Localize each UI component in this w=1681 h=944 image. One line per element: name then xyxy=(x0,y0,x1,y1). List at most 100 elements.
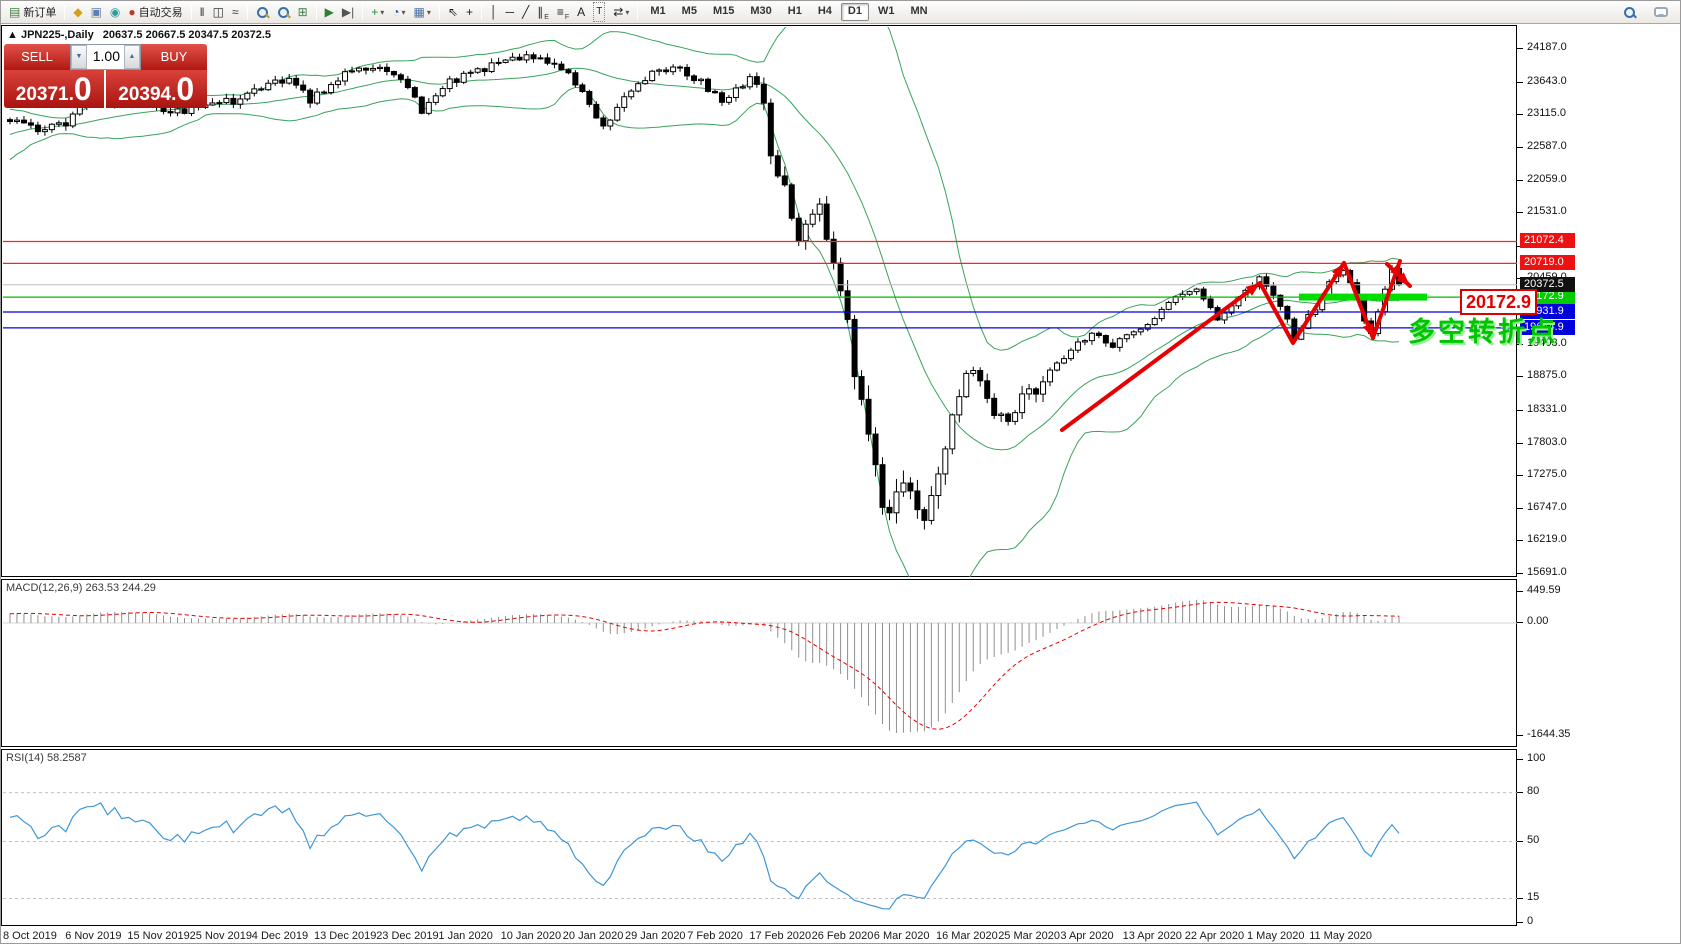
timeframe-H1[interactable]: H1 xyxy=(787,5,802,17)
support-zone-bar[interactable] xyxy=(1299,293,1427,301)
time-axis-label: 22 Apr 2020 xyxy=(1184,930,1245,942)
time-axis-label: 25 Nov 2019 xyxy=(189,930,252,942)
main-chart-pane[interactable]: ▲ JPN225-,Daily 20637.5 20667.5 20347.5 … xyxy=(1,25,1555,578)
time-axis[interactable]: 8 Oct 2019 6 Nov 2019 15 Nov 2019 25 Nov 20… xyxy=(1,927,1517,943)
ohlc-values: 20637.5 20667.5 20347.5 20372.5 xyxy=(102,29,271,41)
time-axis-label: 7 Feb 2020 xyxy=(687,930,743,942)
price-chart-canvas[interactable] xyxy=(2,26,1518,578)
metaeditor-button[interactable]: ◆ xyxy=(69,2,86,22)
zoom-in-icon xyxy=(256,6,269,19)
rsi-canvas[interactable] xyxy=(2,750,1518,927)
periods-button[interactable]: ◔ ▾ xyxy=(388,2,409,22)
current-price-label: 20372.5 xyxy=(1520,276,1575,292)
arrows-button[interactable]: ⇄ ▾ xyxy=(609,2,633,22)
time-axis-label: 8 Oct 2019 xyxy=(3,930,57,942)
dropdown-caret-icon[interactable]: ▾ xyxy=(380,7,385,17)
sell-price[interactable]: 20371. 0 xyxy=(4,70,106,108)
autotrading-button[interactable]: ● 自动交易 xyxy=(124,2,186,22)
dropdown-caret-icon[interactable]: ▾ xyxy=(426,7,431,17)
text-button[interactable]: A xyxy=(573,2,589,22)
volume-decrease-button[interactable]: ▼ xyxy=(71,45,87,69)
templates-icon: ▦ xyxy=(413,5,425,19)
axis-tick xyxy=(1517,48,1523,49)
auto-scroll-button[interactable]: ▶ xyxy=(321,2,338,22)
new-order-button-label: 新订单 xyxy=(23,7,57,19)
timeframe-M30[interactable]: M30 xyxy=(750,5,772,17)
terminal-button[interactable]: ▣ xyxy=(87,2,106,22)
crosshair-button[interactable]: + xyxy=(462,2,477,22)
cursor-button[interactable]: ⇖ xyxy=(444,2,462,22)
timeframe-MN[interactable]: MN xyxy=(910,5,928,17)
templates-button[interactable]: ▦ ▾ xyxy=(410,2,435,22)
candlestick-chart-button[interactable]: ◫ xyxy=(209,2,228,22)
new-order-button[interactable]: ▤ 新订单 xyxy=(5,2,60,22)
axis-tick xyxy=(1517,897,1523,899)
rsi-pane[interactable]: RSI(14) 58.2587 xyxy=(1,749,1517,926)
axis-tick-label: 22587.0 xyxy=(1527,139,1567,152)
zoom-out-button[interactable] xyxy=(273,2,294,22)
turning-point-annotation[interactable]: 多空转折点 xyxy=(1408,317,1558,347)
chart-shift-button[interactable]: ▶| xyxy=(338,2,358,22)
buy-button[interactable]: BUY xyxy=(141,44,207,70)
volume-input[interactable]: 1.00 xyxy=(92,48,120,64)
line-chart-button[interactable]: ≈ xyxy=(228,2,243,22)
timeframe-M15[interactable]: M15 xyxy=(712,5,735,17)
trendline-button[interactable]: ╱ xyxy=(518,2,533,22)
search-button[interactable] xyxy=(1619,2,1640,22)
equidistant-channel-button[interactable]: ∥ E xyxy=(537,5,549,21)
trendline-icon: ╱ xyxy=(521,5,530,19)
horizontal-line-button[interactable]: ─ xyxy=(501,2,518,22)
trend-arrow-line[interactable] xyxy=(1258,261,1346,345)
signals-icon: ◉ xyxy=(109,5,121,19)
time-axis-label: 10 Jan 2020 xyxy=(500,930,562,942)
price-level-label[interactable]: 19674.9 xyxy=(1520,319,1575,335)
fibonacci-icon: ≡ xyxy=(556,5,564,19)
zoom-in-button[interactable] xyxy=(252,2,273,22)
indicators-button[interactable]: + ▾ xyxy=(367,2,388,22)
price-axis[interactable]: 24187.0 23643.0 23115.0 22587.0 22059.0 21531… xyxy=(1517,25,1680,927)
time-axis-label: 1 Jan 2020 xyxy=(438,930,493,942)
dropdown-caret-icon[interactable]: ▾ xyxy=(625,7,630,17)
signals-button[interactable]: ◉ xyxy=(106,2,124,22)
price-level-label[interactable]: 20719.0 xyxy=(1520,255,1575,271)
collapse-icon[interactable]: ▲ xyxy=(7,29,18,41)
axis-tick xyxy=(1517,922,1523,923)
rsi-axis-label: 15 xyxy=(1527,890,1540,903)
bar-chart-button[interactable]: ‖ xyxy=(196,2,209,22)
macd-pane[interactable]: MACD(12,26,9) 263.53 244.29 xyxy=(1,579,1517,747)
time-axis-label: 16 Mar 2020 xyxy=(936,930,998,942)
axis-tick xyxy=(1517,114,1523,116)
trend-arrow-line[interactable] xyxy=(1060,281,1262,432)
chart-shift-icon: ▶| xyxy=(341,5,355,19)
axis-tick xyxy=(1517,591,1523,593)
toolbar-separator xyxy=(480,4,482,20)
price-level-label[interactable]: 21072.4 xyxy=(1520,233,1575,249)
timeframe-M5[interactable]: M5 xyxy=(681,5,697,17)
axis-tick-label: 24187.0 xyxy=(1527,41,1567,53)
axis-tick-label: 16219.0 xyxy=(1527,533,1567,546)
text-label-icon: T xyxy=(593,2,606,22)
price-annotation-tag[interactable]: 20172.9 xyxy=(1460,289,1538,315)
tile-windows-button[interactable]: ⊞ xyxy=(294,2,312,22)
timeframe-H4[interactable]: H4 xyxy=(817,5,832,17)
fibonacci-button[interactable]: ≡ F xyxy=(556,5,570,21)
macd-canvas[interactable] xyxy=(2,580,1518,748)
timeframe-W1[interactable]: W1 xyxy=(877,5,895,17)
chat-button[interactable] xyxy=(1650,2,1672,22)
vertical-line-icon: │ xyxy=(489,5,498,19)
text-label-button[interactable]: T xyxy=(589,2,609,22)
axis-tick xyxy=(1517,343,1523,345)
dropdown-caret-icon[interactable]: ▾ xyxy=(401,7,406,17)
timeframe-bar: M1 M5 M15 M30 H1 H4 D1 W1 MN xyxy=(642,3,935,21)
timeframe-D1[interactable]: D1 xyxy=(840,3,869,21)
tile-windows-icon: ⊞ xyxy=(297,5,308,19)
volume-increase-button[interactable]: ▲ xyxy=(124,45,140,69)
sell-button[interactable]: SELL xyxy=(4,44,70,70)
vertical-line-button[interactable]: │ xyxy=(486,2,502,22)
bollinger-band-line xyxy=(9,27,1400,351)
time-axis-label: 13 Apr 2020 xyxy=(1122,930,1182,942)
timeframe-M1[interactable]: M1 xyxy=(650,5,666,17)
equidistant-channel-icon: ∥ xyxy=(537,5,544,19)
buy-price[interactable]: 20394. 0 xyxy=(118,71,195,107)
